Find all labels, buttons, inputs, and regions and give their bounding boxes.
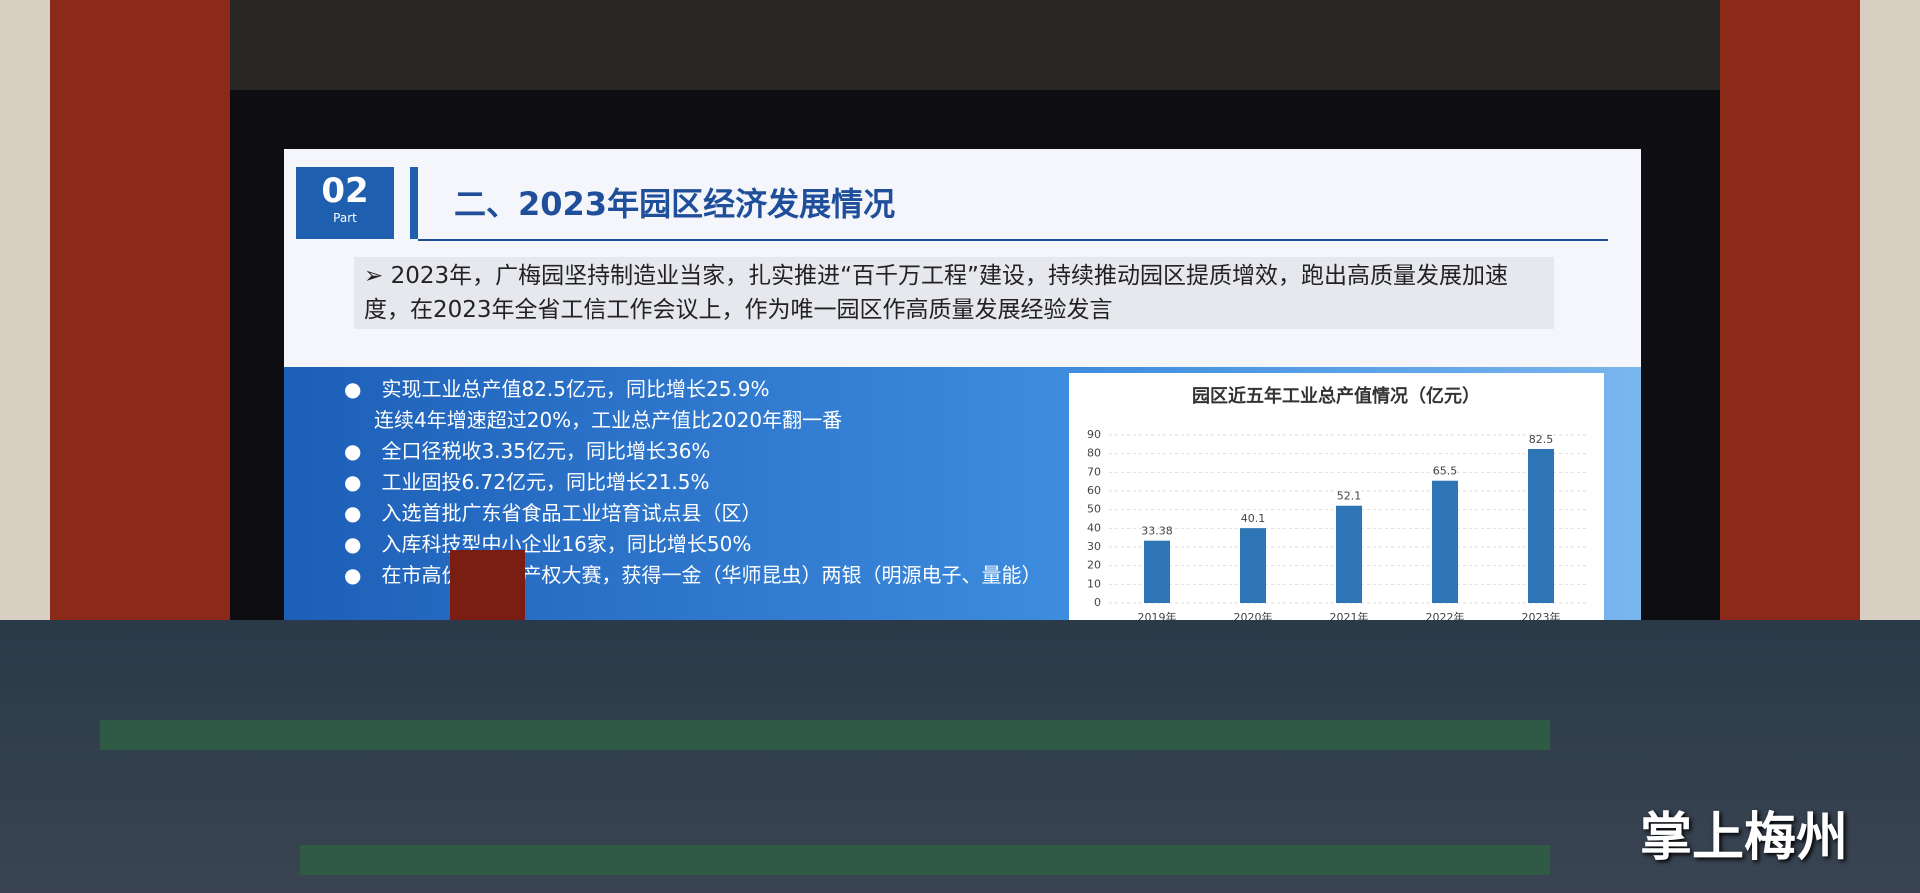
bar: [1528, 449, 1554, 603]
right-curtain: [1720, 0, 1860, 650]
part-number: 02: [321, 171, 369, 211]
value-label: 65.5: [1433, 465, 1458, 478]
title-rule: [418, 239, 1608, 241]
table-row: [300, 845, 1550, 875]
y-tick-label: 70: [1087, 465, 1101, 478]
y-tick-label: 30: [1087, 540, 1101, 553]
value-label: 52.1: [1337, 490, 1362, 503]
bar: [1336, 505, 1362, 603]
intro-arrow: ➢: [364, 263, 391, 289]
right-wall: [1860, 0, 1920, 650]
y-tick-label: 90: [1087, 428, 1101, 441]
bullet-note: 连续4年增速超过20%，工业总产值比2020年翻一番: [374, 408, 843, 432]
part-label: Part: [333, 211, 357, 225]
chart: 园区近五年工业总产值情况（亿元） 0 10 20 30 40 50 60 70 80 90 33.3…: [1087, 385, 1589, 624]
y-tick-label: 60: [1087, 484, 1101, 497]
bullet: ● 入选首批广东省食品工业培育试点县（区）: [344, 501, 762, 525]
value-label: 33.38: [1141, 525, 1173, 538]
bar: [1144, 540, 1170, 603]
bar: [1240, 528, 1266, 603]
bar: [1432, 480, 1458, 603]
watermark: 掌上梅州: [1640, 808, 1849, 868]
ceiling: [0, 0, 1920, 90]
left-wall: [0, 0, 50, 650]
y-tick-label: 80: [1087, 447, 1101, 460]
value-label: 82.5: [1529, 433, 1554, 446]
y-tick-label: 10: [1087, 577, 1101, 590]
y-tick-label: 50: [1087, 503, 1101, 516]
bullet: ● 实现工业总产值82.5亿元，同比增长25.9%: [344, 377, 770, 401]
y-tick-label: 0: [1094, 596, 1101, 609]
bullet: ● 工业固投6.72亿元，同比增长21.5%: [344, 470, 710, 494]
podium: [450, 550, 525, 630]
bullet: ● 入库科技型中小企业16家，同比增长50%: [344, 532, 752, 556]
chart-panel: 园区近五年工业总产值情况（亿元） 0 10 20 30 40 50 60 70 80 90 33.3…: [1069, 373, 1604, 631]
slide-title: 二、2023年园区经济发展情况: [454, 185, 896, 223]
y-tick-label: 20: [1087, 559, 1101, 572]
y-tick-label: 40: [1087, 521, 1101, 534]
left-curtain: [50, 0, 230, 650]
chart-title: 园区近五年工业总产值情况（亿元）: [1192, 385, 1480, 407]
title-bar: [410, 167, 418, 239]
part-box: 02 Part: [296, 167, 394, 239]
intro: ➢ 2023年，广梅园坚持制造业当家，扎实推进“百千万工程”建设，持续推动园区提…: [354, 257, 1554, 329]
table-row: [100, 720, 1550, 750]
bullet: ● 全口径税收3.35亿元，同比增长36%: [344, 439, 711, 463]
value-label: 40.1: [1241, 512, 1266, 525]
intro-text: 2023年，广梅园坚持制造业当家，扎实推进“百千万工程”建设，持续推动园区提质增…: [364, 263, 1508, 323]
